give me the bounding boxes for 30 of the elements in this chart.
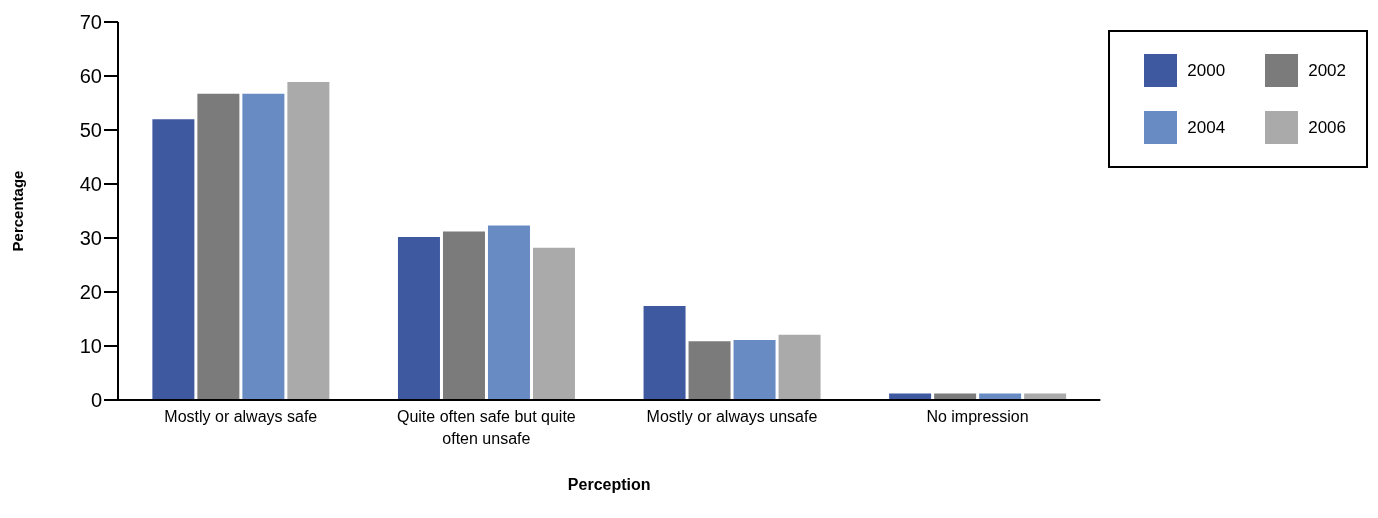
y-tick-label: 60 [79,65,102,88]
bar [643,306,686,400]
legend-label: 2002 [1308,60,1346,81]
x-tick-label: Mostly or always safe [164,408,318,425]
x-tick-label: Quite often safe but quite often unsafe [396,408,576,447]
x-tick-label: No impression [926,408,1029,425]
bar [688,341,731,400]
bar [532,247,575,400]
bar [152,119,195,400]
bar [242,93,285,400]
bar [397,236,440,400]
bar [733,340,776,400]
x-tick-label: Mostly or always unsafe [646,408,818,425]
y-tick-label: 20 [79,281,102,304]
y-axis-title: Percentage [9,170,27,252]
legend-label: 2004 [1187,117,1226,138]
legend-label: 2006 [1308,117,1346,138]
y-tick-label: 40 [79,173,102,196]
y-tick-label: 0 [90,389,102,412]
legend-label: 2000 [1187,60,1226,81]
y-tick-label: 50 [79,119,102,142]
bar [778,334,821,400]
y-tick-label: 30 [79,227,102,250]
bar [287,81,330,400]
x-axis-title: Perception [567,476,651,493]
y-tick-label: 10 [79,335,102,358]
bar [197,93,240,400]
bar [442,231,485,400]
bar [487,225,530,400]
y-tick-label: 70 [79,11,102,34]
